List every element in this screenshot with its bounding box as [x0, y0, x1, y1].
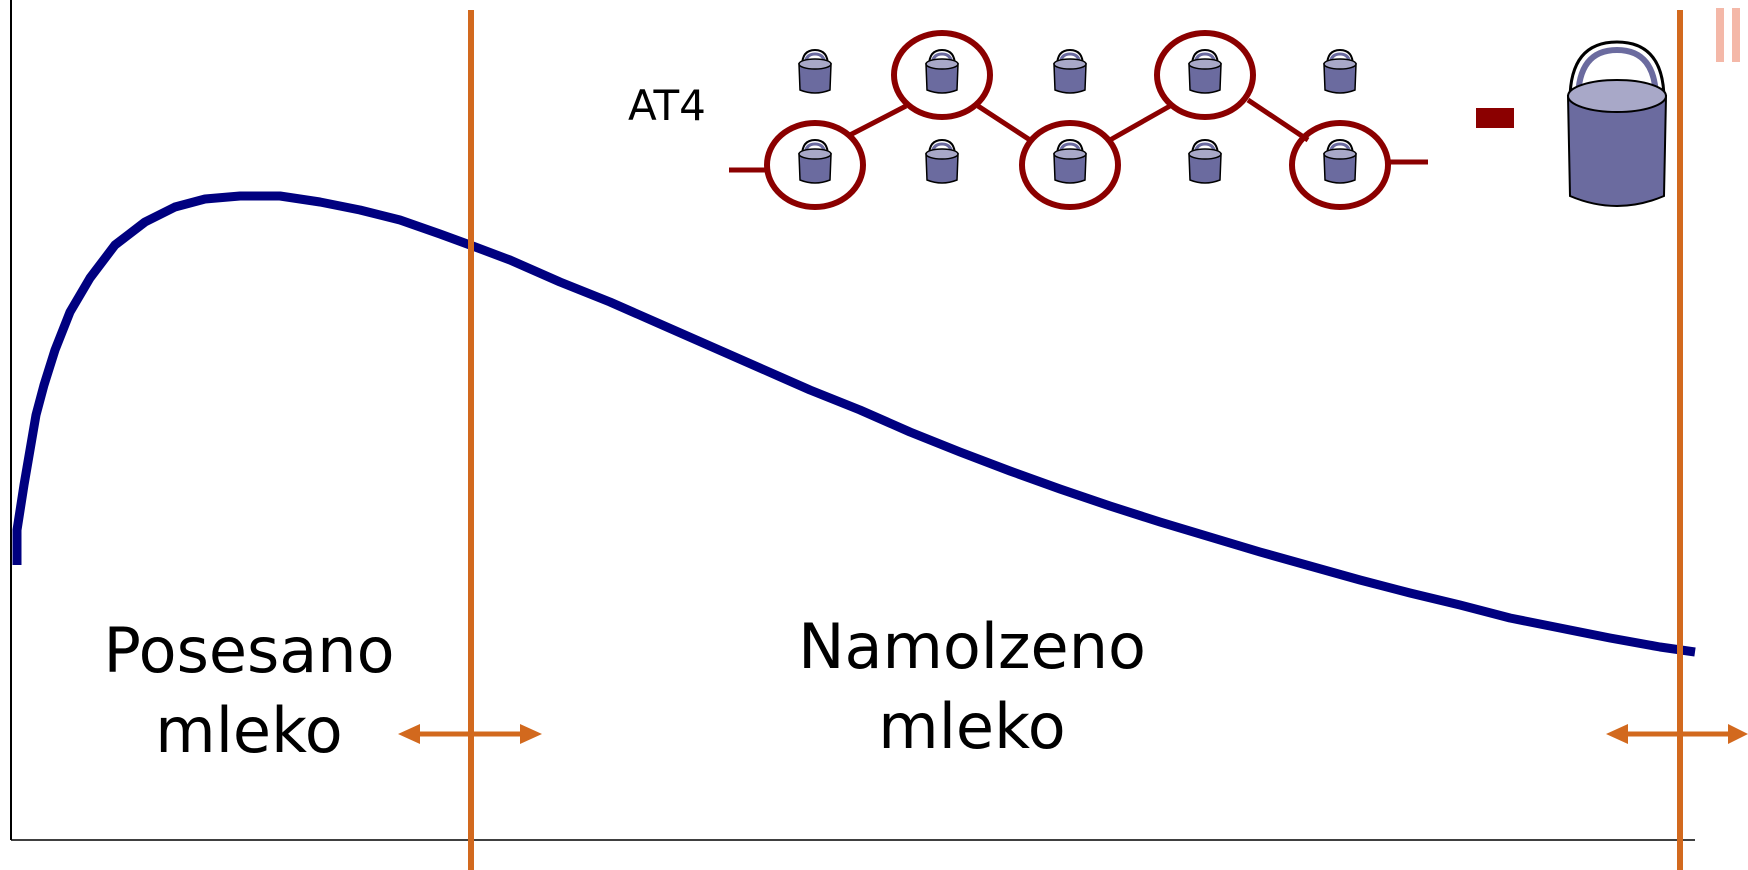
large-bucket-icon [1566, 40, 1668, 207]
bucket-icon [797, 138, 833, 185]
bucket-icon [924, 48, 960, 95]
bucket-icon [797, 48, 833, 95]
sample-circle [764, 120, 866, 210]
sample-circle [1154, 30, 1256, 120]
sample-circle [891, 30, 993, 120]
milk-yield-curve [12, 191, 1696, 657]
bucket-icon [1052, 138, 1088, 185]
double-headed-arrow-icon [398, 724, 542, 744]
method-label: AT4 [628, 81, 706, 130]
bucket-icon [1052, 48, 1088, 95]
bucket-icon [1322, 138, 1358, 185]
sample-circle [1289, 120, 1391, 210]
left-region-label-line1: Posesano [103, 614, 394, 687]
corner-accent-bar-2 [1732, 8, 1740, 62]
bucket-icon [1187, 138, 1223, 185]
bucket-icon [1187, 48, 1223, 95]
right-region-label-line1: Namolzeno [798, 610, 1146, 683]
corner-accent-bar-1 [1716, 8, 1724, 62]
double-headed-arrow-icon [1606, 724, 1748, 744]
bucket-icon [1322, 48, 1358, 95]
sample-circle [1019, 120, 1121, 210]
sampling-chain [729, 97, 1428, 173]
bucket-icon [924, 138, 960, 185]
right-region-label-line2: mleko [878, 690, 1065, 763]
left-region-label-line2: mleko [155, 694, 342, 767]
sample-circles [764, 30, 1391, 210]
minus-sign [1476, 108, 1514, 128]
